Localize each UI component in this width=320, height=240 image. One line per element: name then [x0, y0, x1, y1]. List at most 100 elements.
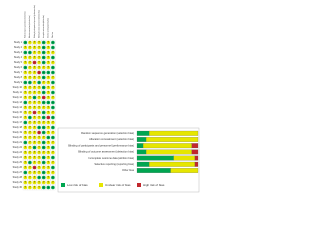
judgment-symbol: ? — [38, 171, 40, 174]
judgment-symbol: ? — [43, 151, 45, 154]
judgment-symbol: + — [52, 46, 54, 49]
judgment-dot — [41, 120, 46, 125]
judgment-symbol: ? — [38, 91, 40, 94]
judgment-dot — [23, 140, 28, 145]
judgment-symbol: ? — [48, 156, 50, 159]
study-name: Study 27 — [13, 171, 23, 174]
judgment-symbol: ? — [48, 131, 50, 134]
judgment-dot — [46, 170, 51, 175]
judgment-symbol: + — [29, 51, 31, 54]
judgment-symbol: ? — [43, 166, 45, 169]
judgment-symbol: + — [52, 66, 54, 69]
judgment-symbol: + — [43, 161, 45, 164]
judgment-symbol: ? — [34, 66, 36, 69]
judgment-dot — [46, 50, 51, 55]
legend-label: High risk of bias — [143, 183, 165, 187]
judgment-dot — [23, 85, 28, 90]
judgment-symbol: - — [39, 131, 40, 134]
judgment-dot — [23, 165, 28, 170]
judgment-symbol: ? — [43, 106, 45, 109]
judgment-dot — [23, 55, 28, 60]
judgment-dot — [37, 65, 41, 70]
judgment-symbol: ? — [29, 136, 31, 139]
judgment-dot — [28, 115, 32, 120]
judgment-dot — [41, 105, 46, 110]
judgment-symbol: + — [48, 71, 50, 74]
judgment-dot — [32, 95, 37, 100]
study-name: Study 7 — [14, 71, 23, 74]
judgment-symbol: + — [43, 146, 45, 149]
judgment-symbol: ? — [43, 66, 45, 69]
judgment-symbol: ? — [52, 131, 54, 134]
judgment-symbol: ? — [38, 116, 40, 119]
judgment-symbol: ? — [52, 171, 54, 174]
judgment-dot — [41, 55, 46, 60]
judgment-dot — [41, 40, 46, 45]
judgment-dot — [32, 160, 37, 165]
judgment-dot — [41, 60, 46, 65]
judgment-symbol: + — [29, 116, 31, 119]
judgment-dot — [37, 75, 41, 80]
judgment-symbol: + — [43, 91, 45, 94]
judgment-dot — [32, 155, 37, 160]
bar-segment — [194, 161, 199, 167]
judgment-dot — [28, 75, 32, 80]
judgment-dot — [51, 185, 55, 190]
judgment-dot — [37, 130, 41, 135]
judgment-dot — [51, 135, 55, 140]
judgment-dot — [37, 105, 41, 110]
judgment-symbol: + — [25, 41, 27, 44]
judgment-symbol: - — [39, 71, 40, 74]
judgment-symbol: + — [38, 126, 40, 129]
study-name: Study 2 — [14, 46, 23, 49]
judgment-dot — [23, 155, 28, 160]
judgment-dot — [28, 170, 32, 175]
judgment-dot — [28, 40, 32, 45]
judgment-symbol: ? — [34, 176, 36, 179]
judgment-dot — [32, 115, 37, 120]
judgment-dot — [32, 175, 37, 180]
judgment-symbol: ? — [34, 121, 36, 124]
study-name: Study 22 — [13, 146, 23, 149]
judgment-dot — [23, 80, 28, 85]
judgment-dot — [46, 105, 51, 110]
judgment-dot — [23, 60, 28, 65]
judgment-symbol: ? — [29, 126, 31, 129]
judgment-dot — [23, 145, 28, 150]
category-label: Blinding of participants and personnel (… — [68, 143, 134, 147]
judgment-symbol: ? — [43, 181, 45, 184]
judgment-dot — [37, 50, 41, 55]
judgment-symbol: + — [52, 136, 54, 139]
judgment-symbol: ? — [25, 111, 27, 114]
judgment-dot — [46, 65, 51, 70]
category-label: Blinding of outcome assessment (detectio… — [78, 150, 134, 154]
study-name: Study 26 — [13, 166, 23, 169]
study-name: Study 6 — [14, 66, 23, 69]
judgment-dot — [32, 50, 37, 55]
legend-swatch — [99, 183, 103, 187]
judgment-symbol: ? — [29, 71, 31, 74]
judgment-symbol: ? — [25, 166, 27, 169]
judgment-dot — [37, 60, 41, 65]
judgment-dot — [37, 115, 41, 120]
judgment-symbol: - — [48, 116, 49, 119]
category-label: Incomplete outcome data (attrition bias) — [88, 156, 134, 160]
bar-segment — [170, 168, 199, 173]
judgment-dot — [46, 135, 51, 140]
judgment-dot — [41, 145, 46, 150]
judgment-symbol: ? — [48, 61, 50, 64]
judgment-dot — [46, 45, 51, 50]
judgment-dot — [28, 185, 32, 190]
judgment-symbol: ? — [43, 121, 45, 124]
judgment-symbol: ? — [48, 96, 50, 99]
judgment-dot — [32, 130, 37, 135]
judgment-symbol: ? — [48, 66, 50, 69]
judgment-dot — [32, 170, 37, 175]
judgment-symbol: ? — [52, 121, 54, 124]
risk-of-bias-figure: Random sequence generation (selection bi… — [13, 5, 200, 193]
judgment-dot — [28, 65, 32, 70]
judgment-symbol: + — [52, 101, 54, 104]
judgment-dot — [28, 145, 32, 150]
judgment-symbol: ? — [29, 151, 31, 154]
judgment-symbol: ? — [38, 121, 40, 124]
